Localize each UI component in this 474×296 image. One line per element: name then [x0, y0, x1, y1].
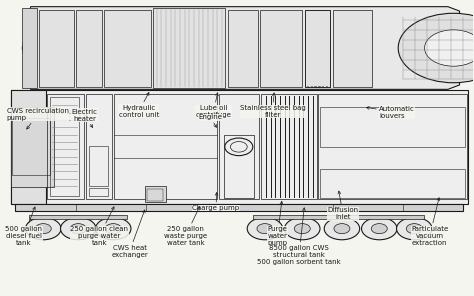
Text: CWS heat
exchanger: CWS heat exchanger	[111, 210, 148, 258]
Bar	[305, 9, 330, 87]
Text: 8500 gallon CWS
structural tank
500 gallon sorbent tank: 8500 gallon CWS structural tank 500 gall…	[257, 208, 341, 265]
Bar	[10, 90, 46, 204]
Bar	[333, 9, 372, 87]
Bar	[86, 94, 112, 199]
Circle shape	[105, 223, 121, 234]
Text: Lube oil
centrifuge: Lube oil centrifuge	[196, 93, 231, 118]
Bar	[46, 94, 84, 199]
Text: CWS recirculation
pump: CWS recirculation pump	[7, 108, 69, 129]
Text: Stainless steel bag
filter: Stainless steel bag filter	[240, 93, 306, 118]
Circle shape	[35, 223, 51, 234]
Text: Charge pump: Charge pump	[192, 193, 239, 211]
Text: Diffusion
inlet: Diffusion inlet	[328, 191, 358, 221]
Bar	[224, 135, 254, 198]
Bar	[22, 8, 37, 88]
Bar	[147, 189, 163, 201]
Bar	[29, 215, 127, 219]
Bar	[76, 9, 101, 87]
Circle shape	[61, 218, 96, 240]
Text: 500 gallon
diesel fuel
tank: 500 gallon diesel fuel tank	[5, 207, 42, 246]
Bar	[11, 118, 50, 175]
Circle shape	[397, 218, 432, 240]
Circle shape	[247, 218, 283, 240]
Bar	[320, 169, 465, 198]
Bar	[38, 9, 73, 87]
Circle shape	[26, 218, 61, 240]
Bar	[114, 94, 217, 199]
Circle shape	[284, 218, 320, 240]
Circle shape	[398, 13, 474, 83]
Bar	[145, 186, 165, 202]
Text: Automatic
louvers: Automatic louvers	[366, 106, 415, 119]
Circle shape	[294, 223, 310, 234]
Text: Particulate
vacuum
extraction: Particulate vacuum extraction	[411, 198, 448, 246]
Circle shape	[257, 223, 273, 234]
Bar	[89, 146, 108, 186]
Circle shape	[406, 223, 422, 234]
Bar	[10, 107, 54, 187]
Text: Hydraulic
control unit: Hydraulic control unit	[119, 92, 159, 118]
Circle shape	[334, 223, 350, 234]
Bar	[10, 90, 468, 204]
Circle shape	[371, 223, 387, 234]
Text: Engine: Engine	[198, 114, 222, 127]
Bar	[153, 8, 225, 88]
Bar	[104, 9, 151, 87]
Polygon shape	[22, 7, 460, 89]
Bar	[260, 9, 302, 87]
Bar	[15, 204, 463, 211]
Circle shape	[324, 218, 360, 240]
Bar	[253, 215, 424, 219]
Text: 250 gallon
waste purge
water tank: 250 gallon waste purge water tank	[164, 207, 207, 246]
Bar	[305, 9, 330, 87]
Bar	[89, 188, 108, 196]
Circle shape	[425, 30, 474, 66]
Text: Electric
heater: Electric heater	[71, 109, 97, 128]
Bar	[50, 97, 79, 196]
Bar	[320, 107, 465, 147]
Circle shape	[96, 218, 131, 240]
Bar	[219, 94, 259, 199]
Circle shape	[362, 218, 397, 240]
Bar	[261, 94, 317, 199]
Text: 250 gallon clean
purge water
tank: 250 gallon clean purge water tank	[70, 207, 128, 246]
Text: Purge
water
pump: Purge water pump	[267, 201, 288, 246]
Bar	[228, 9, 258, 87]
Circle shape	[70, 223, 86, 234]
Bar	[318, 94, 467, 199]
